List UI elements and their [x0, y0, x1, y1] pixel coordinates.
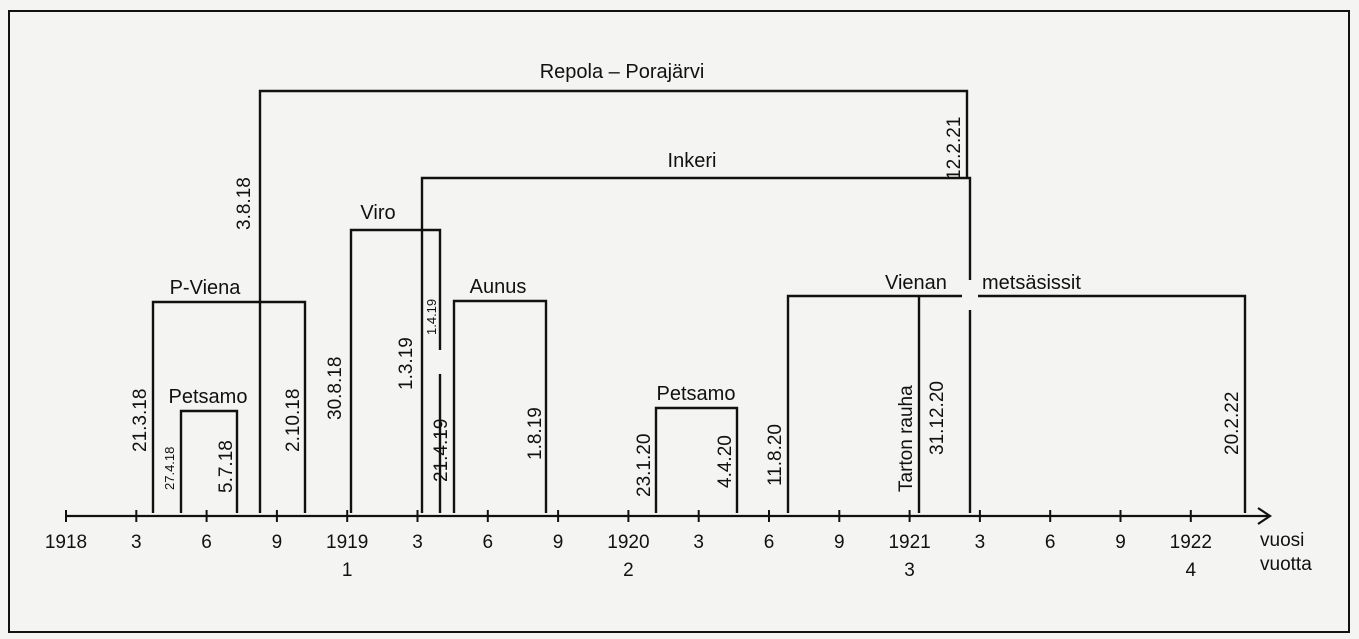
axis-tick-label: 1919	[326, 532, 368, 553]
vienan-metsasissit-end: 20.2.22	[1222, 392, 1243, 455]
repola-porajarvi-label: Repola – Porajärvi	[540, 61, 705, 83]
viro-start: 30.8.18	[325, 357, 346, 420]
viro-label: Viro	[360, 202, 395, 224]
inkeri-label: Inkeri	[668, 150, 717, 172]
viro-end-alt: 21.4.19	[431, 419, 452, 482]
tarton-rauha-label: Tarton rauha	[896, 385, 917, 492]
axis-tick-label: 3	[131, 532, 142, 553]
p-viena-bracket	[151, 300, 307, 513]
axis-year-labels: 1 2 3 4	[342, 560, 1197, 581]
vienan-metsasissit-bracket	[786, 294, 1247, 513]
axis-tick-label: 1920	[607, 532, 649, 553]
axis-year-label: 2	[623, 560, 634, 581]
axis-tick-label: 6	[1045, 532, 1056, 553]
repola-porajarvi-start: 3.8.18	[234, 177, 255, 230]
axis-tick-label: 1922	[1170, 532, 1212, 553]
viro-bracket	[349, 228, 442, 513]
repola-porajarvi-bracket	[258, 89, 969, 513]
petsamo-1920-label: Petsamo	[657, 383, 736, 405]
aunus-bracket	[452, 299, 548, 513]
axis-tick-label: 9	[553, 532, 564, 553]
aunus-end: 1.8.19	[525, 407, 546, 460]
axis-tick-labels: 1918 3 6 9 1919 3 6 9 1920 3 6 9 1921 3 6 9 1922	[45, 532, 1212, 553]
axis-tick-label: 3	[693, 532, 704, 553]
event-tarton-rauha: Tarton rauha 31.12.20	[896, 296, 948, 513]
tarton-rauha-date: 31.12.20	[927, 381, 948, 455]
repola-porajarvi-end: 12.2.21	[944, 117, 965, 180]
time-axis: 1918 3 6 9 1919 3 6 9 1920 3 6 9 1921 3 6 9 1922 1 2 3 4 vu…	[45, 507, 1312, 581]
axis-tick-label: 6	[483, 532, 494, 553]
petsamo-1920-end: 4.4.20	[715, 435, 736, 488]
axis-tick-label: 1918	[45, 532, 87, 553]
period-viro: Viro 30.8.18 1.4.19 21.4.19	[325, 202, 452, 513]
axis-tick-label: 1921	[888, 532, 930, 553]
axis-tick-label: 9	[1115, 532, 1126, 553]
petsamo-1918-bracket	[179, 409, 239, 513]
metsasissit-label: metsäsissit	[982, 272, 1081, 294]
axis-tick-label: 6	[764, 532, 775, 553]
vienan-label-gap	[962, 280, 978, 310]
axis-tick-label: 9	[834, 532, 845, 553]
vienan-label: Vienan	[885, 272, 947, 294]
petsamo-1918-label: Petsamo	[169, 386, 248, 408]
axis-year-label: 4	[1186, 560, 1197, 581]
inkeri-start: 1.3.19	[396, 337, 417, 390]
inkeri-bracket	[420, 176, 972, 513]
period-aunus: Aunus 1.8.19	[452, 276, 548, 513]
period-repola-porajarvi: Repola – Porajärvi 3.8.18 12.2.21	[234, 61, 969, 513]
axis-ticks	[65, 510, 1192, 522]
petsamo-1920-start: 23.1.20	[634, 434, 655, 497]
petsamo-1918-end: 5.7.18	[216, 440, 237, 493]
aunus-label: Aunus	[470, 276, 527, 298]
p-viena-start: 21.3.18	[130, 389, 151, 452]
axis-label-vuotta: vuotta	[1260, 554, 1312, 575]
axis-tick-label: 6	[201, 532, 212, 553]
axis-arrowhead	[1257, 507, 1272, 525]
period-petsamo-1918: Petsamo 27.4.18 5.7.18	[162, 386, 247, 513]
period-vienan-metsasissit: Vienan metsäsissit 11.8.20 20.2.22	[765, 272, 1247, 513]
vienan-metsasissit-start: 11.8.20	[765, 424, 786, 486]
period-p-viena: P-Viena 21.3.18 2.10.18	[130, 277, 307, 513]
figure-frame	[8, 10, 1350, 633]
p-viena-label: P-Viena	[170, 277, 242, 299]
axis-tick-label: 3	[975, 532, 986, 553]
axis-label-vuosi: vuosi	[1260, 530, 1304, 551]
p-viena-end: 2.10.18	[283, 389, 304, 452]
axis-year-label: 1	[342, 560, 353, 581]
petsamo-1920-bracket	[654, 406, 739, 513]
axis-tick-label: 3	[412, 532, 423, 553]
viro-end: 1.4.19	[424, 299, 439, 335]
axis-year-label: 3	[904, 560, 915, 581]
petsamo-1918-start: 27.4.18	[162, 447, 177, 490]
period-petsamo-1920: Petsamo 23.1.20 4.4.20	[634, 383, 739, 513]
axis-tick-label: 9	[272, 532, 283, 553]
period-inkeri: Inkeri 1.3.19	[396, 150, 972, 513]
